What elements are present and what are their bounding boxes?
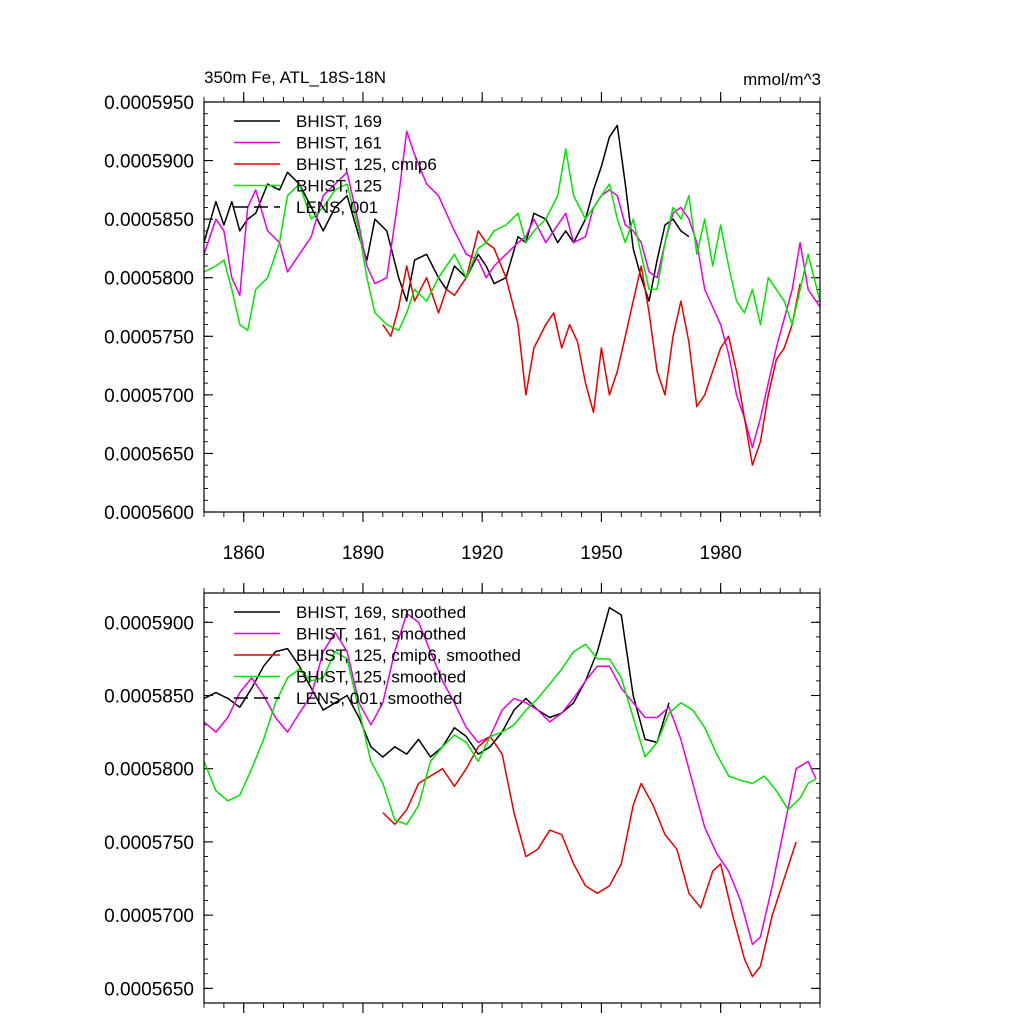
top-legend-label-bhist-125: BHIST, 125 <box>296 177 382 196</box>
bottom-series-bhist-161-smoothed <box>203 612 817 946</box>
top-legend-label-bhist-169: BHIST, 169 <box>296 112 382 131</box>
top-y-tick-label: 0.0005600 <box>104 503 194 524</box>
top-series-bhist-125 <box>203 148 821 332</box>
bottom-legend-label-bhist-169-smoothed: BHIST, 169, smoothed <box>296 603 466 622</box>
top-y-tick-label: 0.0005850 <box>104 210 194 231</box>
bottom-panel: 0.0005650 0.0005700 0.0005750 0.0005800 0.00… <box>104 583 821 1013</box>
bottom-legend-label-lens-001-smoothed: LENS, 001, smoothed <box>296 689 462 708</box>
top-y-tick-label: 0.0005900 <box>104 152 194 173</box>
top-y-tick-label: 0.0005800 <box>104 269 194 290</box>
top-series-bhist-161 <box>203 130 821 449</box>
top-x-tick-label: 1890 <box>342 543 384 564</box>
top-x-tick-label: 1980 <box>700 543 742 564</box>
bottom-y-tick-label: 0.0005900 <box>104 613 194 634</box>
bottom-series-bhist-169-smoothed <box>203 606 670 758</box>
top-legend-label-bhist-161: BHIST, 161 <box>296 134 382 153</box>
top-y-tick-label: 0.0005650 <box>104 444 194 465</box>
top-x-tick-label: 1920 <box>461 543 503 564</box>
top-panel: 350m Fe, ATL_18S-18N mmol/m^3 0.00056000… <box>104 68 821 564</box>
top-panel-frame <box>203 101 821 513</box>
top-panel-units: mmol/m^3 <box>743 70 821 89</box>
top-x-tick-label: 1950 <box>580 543 622 564</box>
top-series-bhist-169 <box>203 124 690 302</box>
bottom-y-tick-label: 0.0005650 <box>104 979 194 1000</box>
bottom-panel-axes: 0.0005650 0.0005700 0.0005750 0.0005800 0.00… <box>104 583 821 1013</box>
top-series-bhist-125-cmip6 <box>382 230 801 466</box>
bottom-y-tick-label: 0.0005750 <box>104 833 194 854</box>
top-y-tick-label: 0.0005750 <box>104 327 194 348</box>
bottom-legend-label-bhist-125-smoothed: BHIST, 125, smoothed <box>296 668 466 687</box>
bottom-series-bhist-125-cmip6-smoothed <box>382 735 797 978</box>
bottom-legend-label-bhist-125-cmip6-smoothed: BHIST, 125, cmip6, smoothed <box>296 646 521 665</box>
top-y-tick-label: 0.0005950 <box>104 93 194 114</box>
top-panel-axes: 0.0005600 0.0005650 0.0005700 0.0005750 0.00… <box>104 92 821 564</box>
bottom-legend-label-bhist-161-smoothed: BHIST, 161, smoothed <box>296 625 466 644</box>
bottom-series-bhist-125-smoothed <box>203 643 817 826</box>
bottom-y-tick-label: 0.0005850 <box>104 687 194 708</box>
top-panel-legend: BHIST, 169 BHIST, 161 BHIST, 125, cmip6 BHI… <box>234 112 437 217</box>
bottom-panel-frame <box>203 592 821 1004</box>
bottom-y-tick-label: 0.0005700 <box>104 906 194 927</box>
top-legend-label-lens-001: LENS, 001 <box>296 198 378 217</box>
bottom-panel-series <box>203 606 817 978</box>
bottom-y-tick-label: 0.0005800 <box>104 760 194 781</box>
top-panel-title: 350m Fe, ATL_18S-18N <box>204 68 386 87</box>
top-panel-series <box>203 124 821 466</box>
top-x-tick-label: 1860 <box>223 543 265 564</box>
top-legend-label-bhist-125-cmip6: BHIST, 125, cmip6 <box>296 155 437 174</box>
bottom-panel-legend: BHIST, 169, smoothed BHIST, 161, smoothed… <box>234 603 521 708</box>
top-y-tick-label: 0.0005700 <box>104 386 194 407</box>
